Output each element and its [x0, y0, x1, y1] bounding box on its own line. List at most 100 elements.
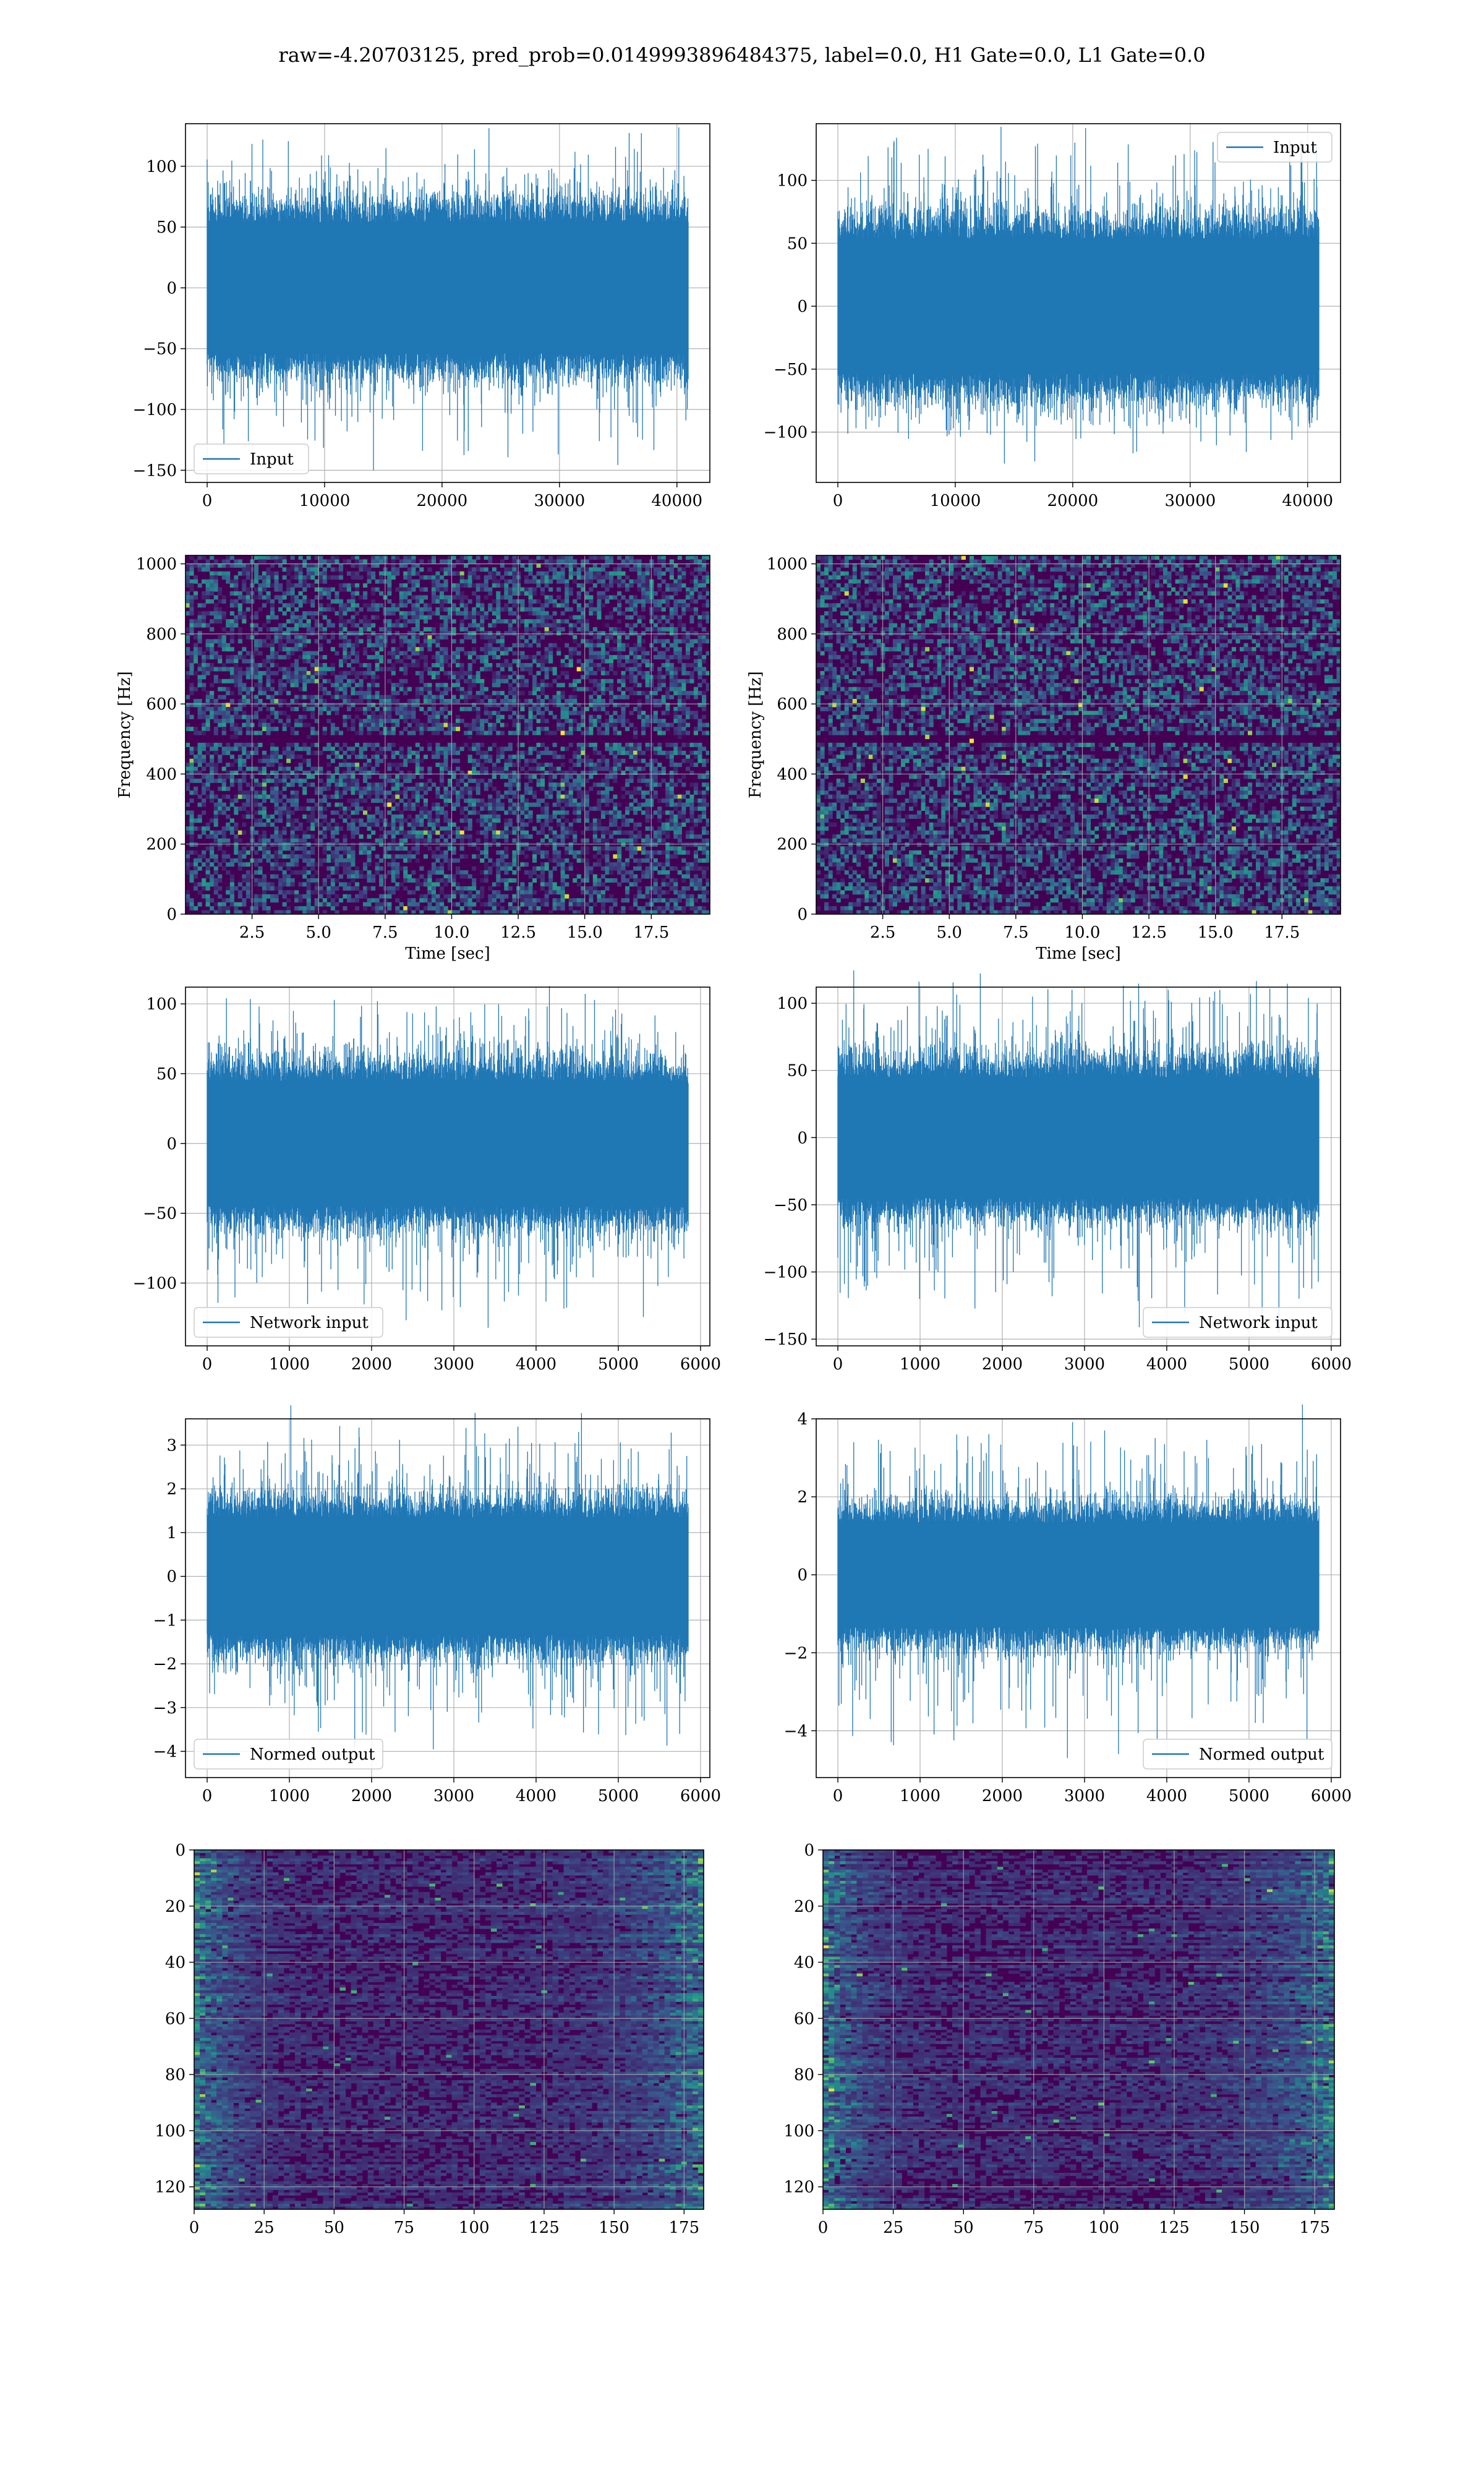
spec-h1-cell — [226, 854, 230, 858]
spec-h1-cell — [565, 663, 569, 667]
spec-h1-cell — [275, 854, 279, 858]
spec-h1-cell — [214, 727, 218, 731]
spec-h1-cell — [500, 858, 505, 863]
spec-h1-cell — [299, 782, 303, 787]
spec-h1-cell — [218, 619, 222, 623]
spec-h1-cell — [254, 683, 258, 687]
spec-h1-cell — [302, 675, 307, 679]
spec-h1-cell — [294, 818, 299, 823]
spec-h1-cell — [468, 810, 472, 815]
spec-h1-cell — [206, 707, 210, 711]
spec-h1-cell — [359, 567, 364, 571]
spec-h1-cell — [399, 763, 404, 767]
spec-h1-cell — [565, 810, 569, 815]
spec-h1-cell — [488, 623, 492, 628]
spec-h1-cell — [545, 611, 549, 615]
spec-h1-cell — [548, 588, 553, 592]
spec-h1-cell — [395, 898, 399, 902]
spec-h1-cell — [464, 723, 468, 727]
spec-h1-cell — [411, 787, 416, 791]
spec-h1-cell — [460, 834, 464, 839]
spec-h1-cell — [577, 755, 581, 759]
spec-h1-cell — [343, 559, 347, 563]
spec-h1-cell — [416, 858, 420, 863]
spec-h1-cell — [355, 787, 359, 791]
spec-h1-cell — [286, 875, 291, 879]
spec-h1-cell — [524, 798, 529, 803]
spec-h1-cell — [238, 727, 242, 731]
spec-h1-cell — [553, 695, 557, 700]
spec-h1-cell — [242, 703, 246, 707]
spec-h1-cell — [310, 818, 315, 823]
spec-h1-cell — [198, 854, 202, 858]
spec-h1-cell — [371, 655, 375, 659]
spec-h1-cell — [275, 751, 279, 755]
spec-h1-cell — [210, 850, 214, 855]
spec-h1-cell — [375, 659, 380, 664]
input-h1-xtick-label: 20000 — [417, 492, 468, 510]
spec-h1-cell — [379, 723, 383, 727]
spec-h1-cell — [283, 655, 287, 659]
spec-h1-cell — [299, 755, 303, 759]
spec-h1-cell — [452, 695, 456, 700]
spec-h1-cell — [492, 639, 497, 643]
spec-h1-cell — [186, 571, 190, 576]
spec-h1-cell — [242, 580, 246, 584]
spec-h1-cell — [238, 715, 242, 719]
spec-h1-cell — [286, 627, 291, 631]
spec-h1-cell — [411, 603, 416, 607]
spec-h1-cell — [553, 882, 557, 886]
spec-h1-cell — [496, 595, 500, 599]
spec-h1-cell — [230, 675, 234, 679]
spec-h1-cell — [186, 575, 190, 580]
spec-h1-cell — [186, 727, 190, 731]
spec-h1-cell — [395, 818, 399, 823]
spec-h1-cell — [258, 743, 262, 747]
spec-h1-cell — [460, 691, 464, 695]
spec-h1-cell — [403, 611, 407, 615]
spec-h1-cell — [416, 850, 420, 855]
spec-h1-cell — [379, 571, 383, 576]
spec-h1-cell — [512, 826, 516, 831]
spec-h1-cell — [407, 559, 412, 563]
spec-h1-cell — [585, 667, 589, 671]
spec-h1-cell — [504, 759, 508, 763]
spec-h1-cell — [424, 619, 428, 623]
spec-h1-cell — [529, 886, 533, 891]
spec-h1-cell — [242, 567, 246, 571]
spec-h1-cell — [230, 699, 234, 703]
spec-h1-cell — [577, 850, 581, 855]
spec-h1-cell — [427, 719, 432, 723]
spec-h1-cell — [307, 850, 311, 855]
spec-h1-cell — [416, 815, 420, 819]
spec-h1-cell — [206, 671, 210, 675]
spec-h1-cell — [548, 667, 553, 671]
spec-h1-cell — [532, 635, 537, 640]
spec-h1-cell — [246, 878, 250, 883]
spec-h1-cell — [218, 846, 222, 850]
spec-h1-cell — [399, 707, 404, 711]
spec-h1-cell — [218, 759, 222, 763]
spec-h1-cell — [464, 595, 468, 599]
spec-h1-cell — [186, 867, 190, 871]
spec-h1-cell — [318, 902, 323, 907]
spec-h1-cell — [254, 850, 258, 855]
spec-h1-cell — [210, 862, 214, 867]
spec-h1-cell — [238, 862, 242, 867]
spec-h1-cell — [432, 699, 436, 703]
spec-h1-cell — [326, 711, 331, 715]
spec-h1-cell — [468, 818, 472, 823]
spec-h1-cell — [407, 858, 412, 863]
spec-h1-cell — [444, 595, 448, 599]
input-l1-series-core — [838, 238, 1319, 374]
spec-h1-cell — [375, 715, 380, 719]
spec-h1-cell — [427, 615, 432, 620]
spec-h1-cell — [262, 571, 267, 576]
spec-h1-cell — [468, 575, 472, 580]
spec-h1-cell — [577, 782, 581, 787]
spec-h1-cell — [573, 787, 577, 791]
spec-h1-cell — [407, 567, 412, 571]
spec-h1-cell — [371, 886, 375, 891]
spec-h1-cell — [468, 823, 472, 827]
spec-h1-cell — [561, 703, 565, 707]
